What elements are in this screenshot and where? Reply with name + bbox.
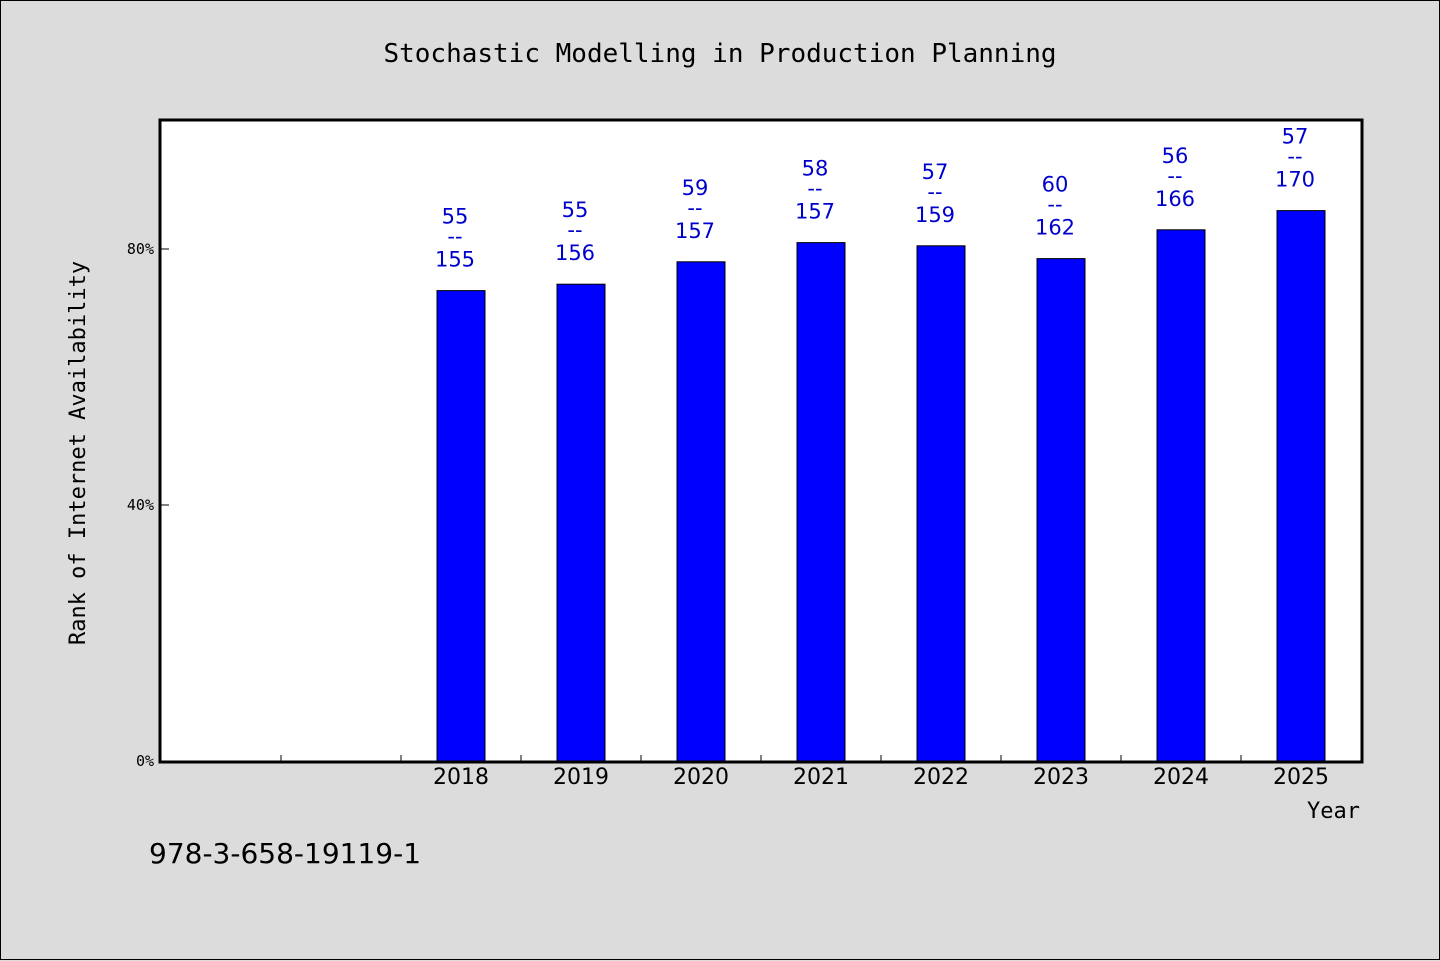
plot-border bbox=[158, 118, 1364, 764]
data-label-top: 57 bbox=[922, 160, 949, 184]
data-label-bottom: 170 bbox=[1275, 168, 1315, 192]
bar bbox=[436, 290, 486, 762]
y-tick-label: 80% bbox=[127, 240, 154, 258]
bar bbox=[1276, 210, 1326, 762]
data-label-top: 55 bbox=[562, 198, 589, 222]
bar bbox=[676, 261, 726, 762]
bars-group bbox=[436, 210, 1326, 762]
bar bbox=[916, 245, 966, 762]
y-axis-label: Rank of Internet Availability bbox=[66, 261, 91, 645]
data-label-top: 60 bbox=[1042, 173, 1069, 197]
y-tick-label: 0% bbox=[136, 752, 154, 770]
data-labels-group: 55--15555--15659--15758--15757--15960--1… bbox=[435, 125, 1315, 272]
data-label-bottom: 159 bbox=[915, 203, 955, 227]
chart-title: Stochastic Modelling in Production Plann… bbox=[383, 39, 1056, 69]
x-tick-label: 2023 bbox=[1033, 765, 1089, 790]
data-label-bottom: 162 bbox=[1035, 216, 1075, 240]
data-label-top: 55 bbox=[442, 205, 469, 229]
x-tick-label: 2024 bbox=[1153, 765, 1209, 790]
data-label-separator: -- bbox=[567, 218, 582, 242]
y-axis-ticks: 0% 40% 80% bbox=[127, 240, 169, 770]
x-tick-label: 2022 bbox=[913, 765, 969, 790]
data-label-separator: -- bbox=[1047, 193, 1062, 217]
data-label-separator: -- bbox=[1287, 145, 1302, 169]
y-tick-label: 40% bbox=[127, 496, 154, 514]
data-label-separator: -- bbox=[1167, 164, 1182, 188]
data-label-bottom: 155 bbox=[435, 248, 475, 272]
data-label-separator: -- bbox=[927, 180, 942, 204]
x-tick-label: 2020 bbox=[673, 765, 729, 790]
data-label-bottom: 166 bbox=[1155, 187, 1195, 211]
data-label-bottom: 157 bbox=[675, 219, 715, 243]
data-label-bottom: 157 bbox=[795, 200, 835, 224]
bar bbox=[556, 283, 606, 762]
data-label-top: 58 bbox=[802, 157, 829, 181]
data-label-separator: -- bbox=[447, 225, 462, 249]
x-axis-label: Year bbox=[1307, 799, 1360, 824]
data-label-separator: -- bbox=[807, 177, 822, 201]
x-tick-label: 2021 bbox=[793, 765, 849, 790]
bar bbox=[1156, 229, 1206, 762]
data-label-top: 56 bbox=[1162, 144, 1189, 168]
x-tick-label: 2019 bbox=[553, 765, 609, 790]
data-label-bottom: 156 bbox=[555, 241, 595, 265]
x-tick-label: 2025 bbox=[1273, 765, 1329, 790]
isbn-text: 978-3-658-19119-1 bbox=[149, 837, 421, 870]
bar bbox=[796, 242, 846, 762]
data-label-separator: -- bbox=[687, 196, 702, 220]
data-label-top: 57 bbox=[1282, 125, 1309, 149]
x-axis-ticks: 2018 2019 2020 2021 2022 2023 2024 2025 bbox=[280, 755, 1329, 790]
x-tick-label: 2018 bbox=[433, 765, 489, 790]
data-label-top: 59 bbox=[682, 176, 709, 200]
bar bbox=[1036, 258, 1086, 762]
